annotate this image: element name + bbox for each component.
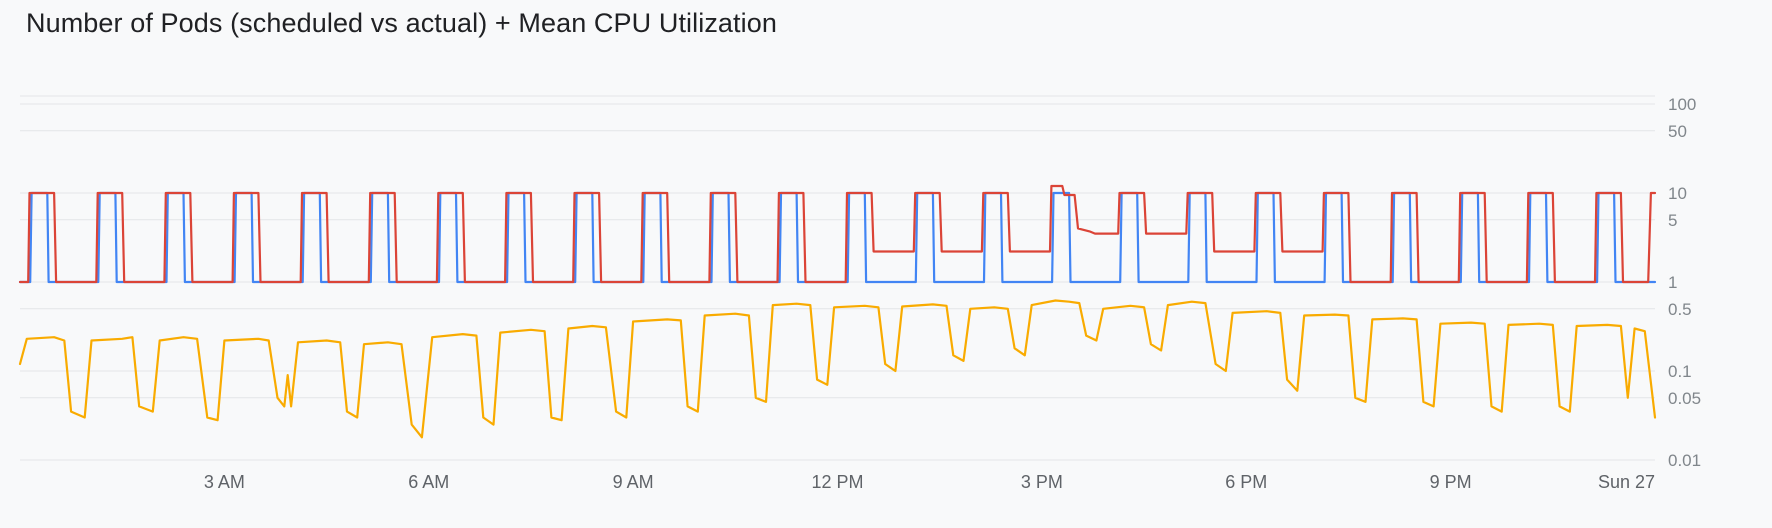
x-axis-label: 9 PM (1430, 472, 1472, 492)
x-axis-label: 12 PM (811, 472, 863, 492)
x-axis-label: Sun 27 (1598, 472, 1655, 492)
y-axis-label: 100 (1668, 95, 1696, 114)
x-axis-label: 9 AM (613, 472, 654, 492)
x-axis-label: 6 AM (408, 472, 449, 492)
y-axis-label: 0.05 (1668, 389, 1701, 408)
y-axis-label: 5 (1668, 211, 1677, 230)
y-axis-label: 0.1 (1668, 362, 1692, 381)
x-axis-label: 3 AM (204, 472, 245, 492)
x-axis-label: 3 PM (1021, 472, 1063, 492)
y-axis-label: 10 (1668, 184, 1687, 203)
y-axis-label: 0.01 (1668, 451, 1701, 470)
x-axis-label: 6 PM (1225, 472, 1267, 492)
chart-title: Number of Pods (scheduled vs actual) + M… (26, 8, 777, 38)
series-line-pods-actual (18, 184, 1657, 284)
chart-plot-area[interactable] (20, 96, 1655, 460)
series-line-mean-cpu-utilization (18, 299, 1657, 439)
y-axis-label: 0.5 (1668, 300, 1692, 319)
y-axis-label: 1 (1668, 273, 1677, 292)
y-axis-label: 50 (1668, 122, 1687, 141)
